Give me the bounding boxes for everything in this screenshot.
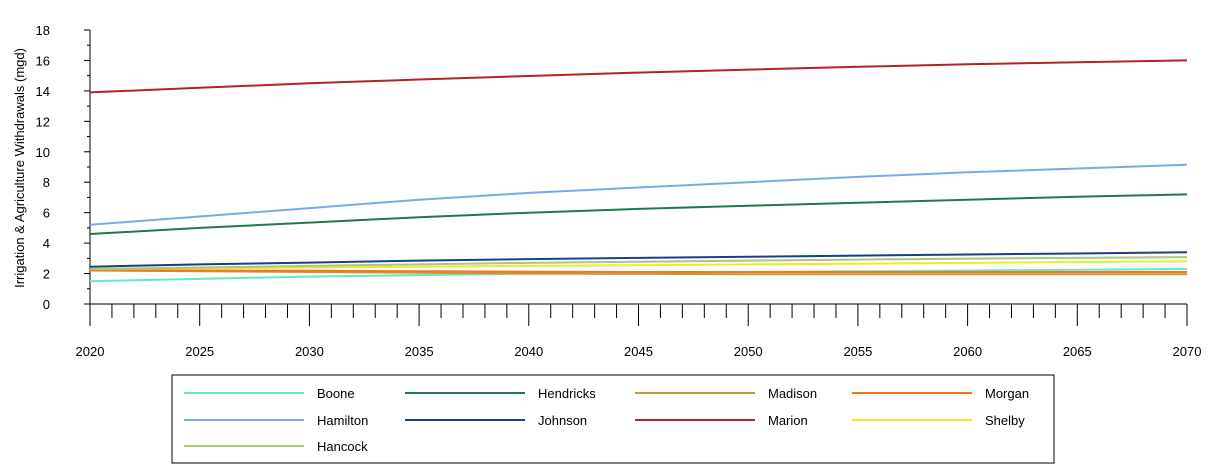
y-tick-label: 10 [36,145,50,160]
legend-label-hendricks: Hendricks [538,386,596,401]
x-tick-label: 2065 [1063,344,1092,359]
legend-label-johnson: Johnson [538,413,587,428]
x-axis: 2020 2025 2030 2035 2040 2045 2050 2055 2060 2065… [76,304,1202,359]
y-tick-label: 12 [36,114,50,129]
legend-label-shelby: Shelby [985,413,1025,428]
legend-label-marion: Marion [768,413,808,428]
y-tick-label: 16 [36,53,50,68]
series-line-shelby [89,260,1188,270]
x-tick-label: 2050 [734,344,763,359]
series-line-hancock [89,256,1188,270]
y-tick-label: 18 [36,23,50,38]
legend-label-boone: Boone [317,386,355,401]
x-tick-label: 2035 [405,344,434,359]
series-line-madison [89,269,1187,276]
y-axis-title: Irrigation & Agriculture Withdrawals (mg… [12,48,27,288]
series-layer [89,59,1188,283]
x-tick-label: 2025 [185,344,214,359]
y-tick-label: 14 [36,84,50,99]
y-tick-label: 2 [43,267,50,282]
legend-label-hancock: Hancock [317,439,368,454]
legend: Boone Hendricks Madison Morgan Hamilton Johns… [171,374,1055,464]
x-tick-label: 2055 [843,344,872,359]
legend-label-hamilton: Hamilton [317,413,368,428]
series-line-hendricks [89,193,1188,235]
x-tick-label: 2040 [514,344,543,359]
x-tick-label: 2030 [295,344,324,359]
x-tick-label: 2070 [1173,344,1202,359]
y-tick-label: 6 [43,206,50,221]
series-line-hamilton [89,163,1188,226]
y-tick-label: 0 [43,297,50,312]
x-tick-label: 2020 [76,344,105,359]
y-tick-label: 4 [43,236,50,251]
legend-label-morgan: Morgan [985,386,1029,401]
legend-label-madison: Madison [768,386,817,401]
x-tick-label: 2045 [624,344,653,359]
y-axis: 0 2 4 6 8 10 12 14 16 18 [36,23,90,312]
x-tick-label: 2060 [953,344,982,359]
series-line-johnson [89,251,1188,268]
y-tick-label: 8 [43,175,50,190]
series-line-morgan [90,269,1187,273]
series-line-marion [89,59,1188,94]
